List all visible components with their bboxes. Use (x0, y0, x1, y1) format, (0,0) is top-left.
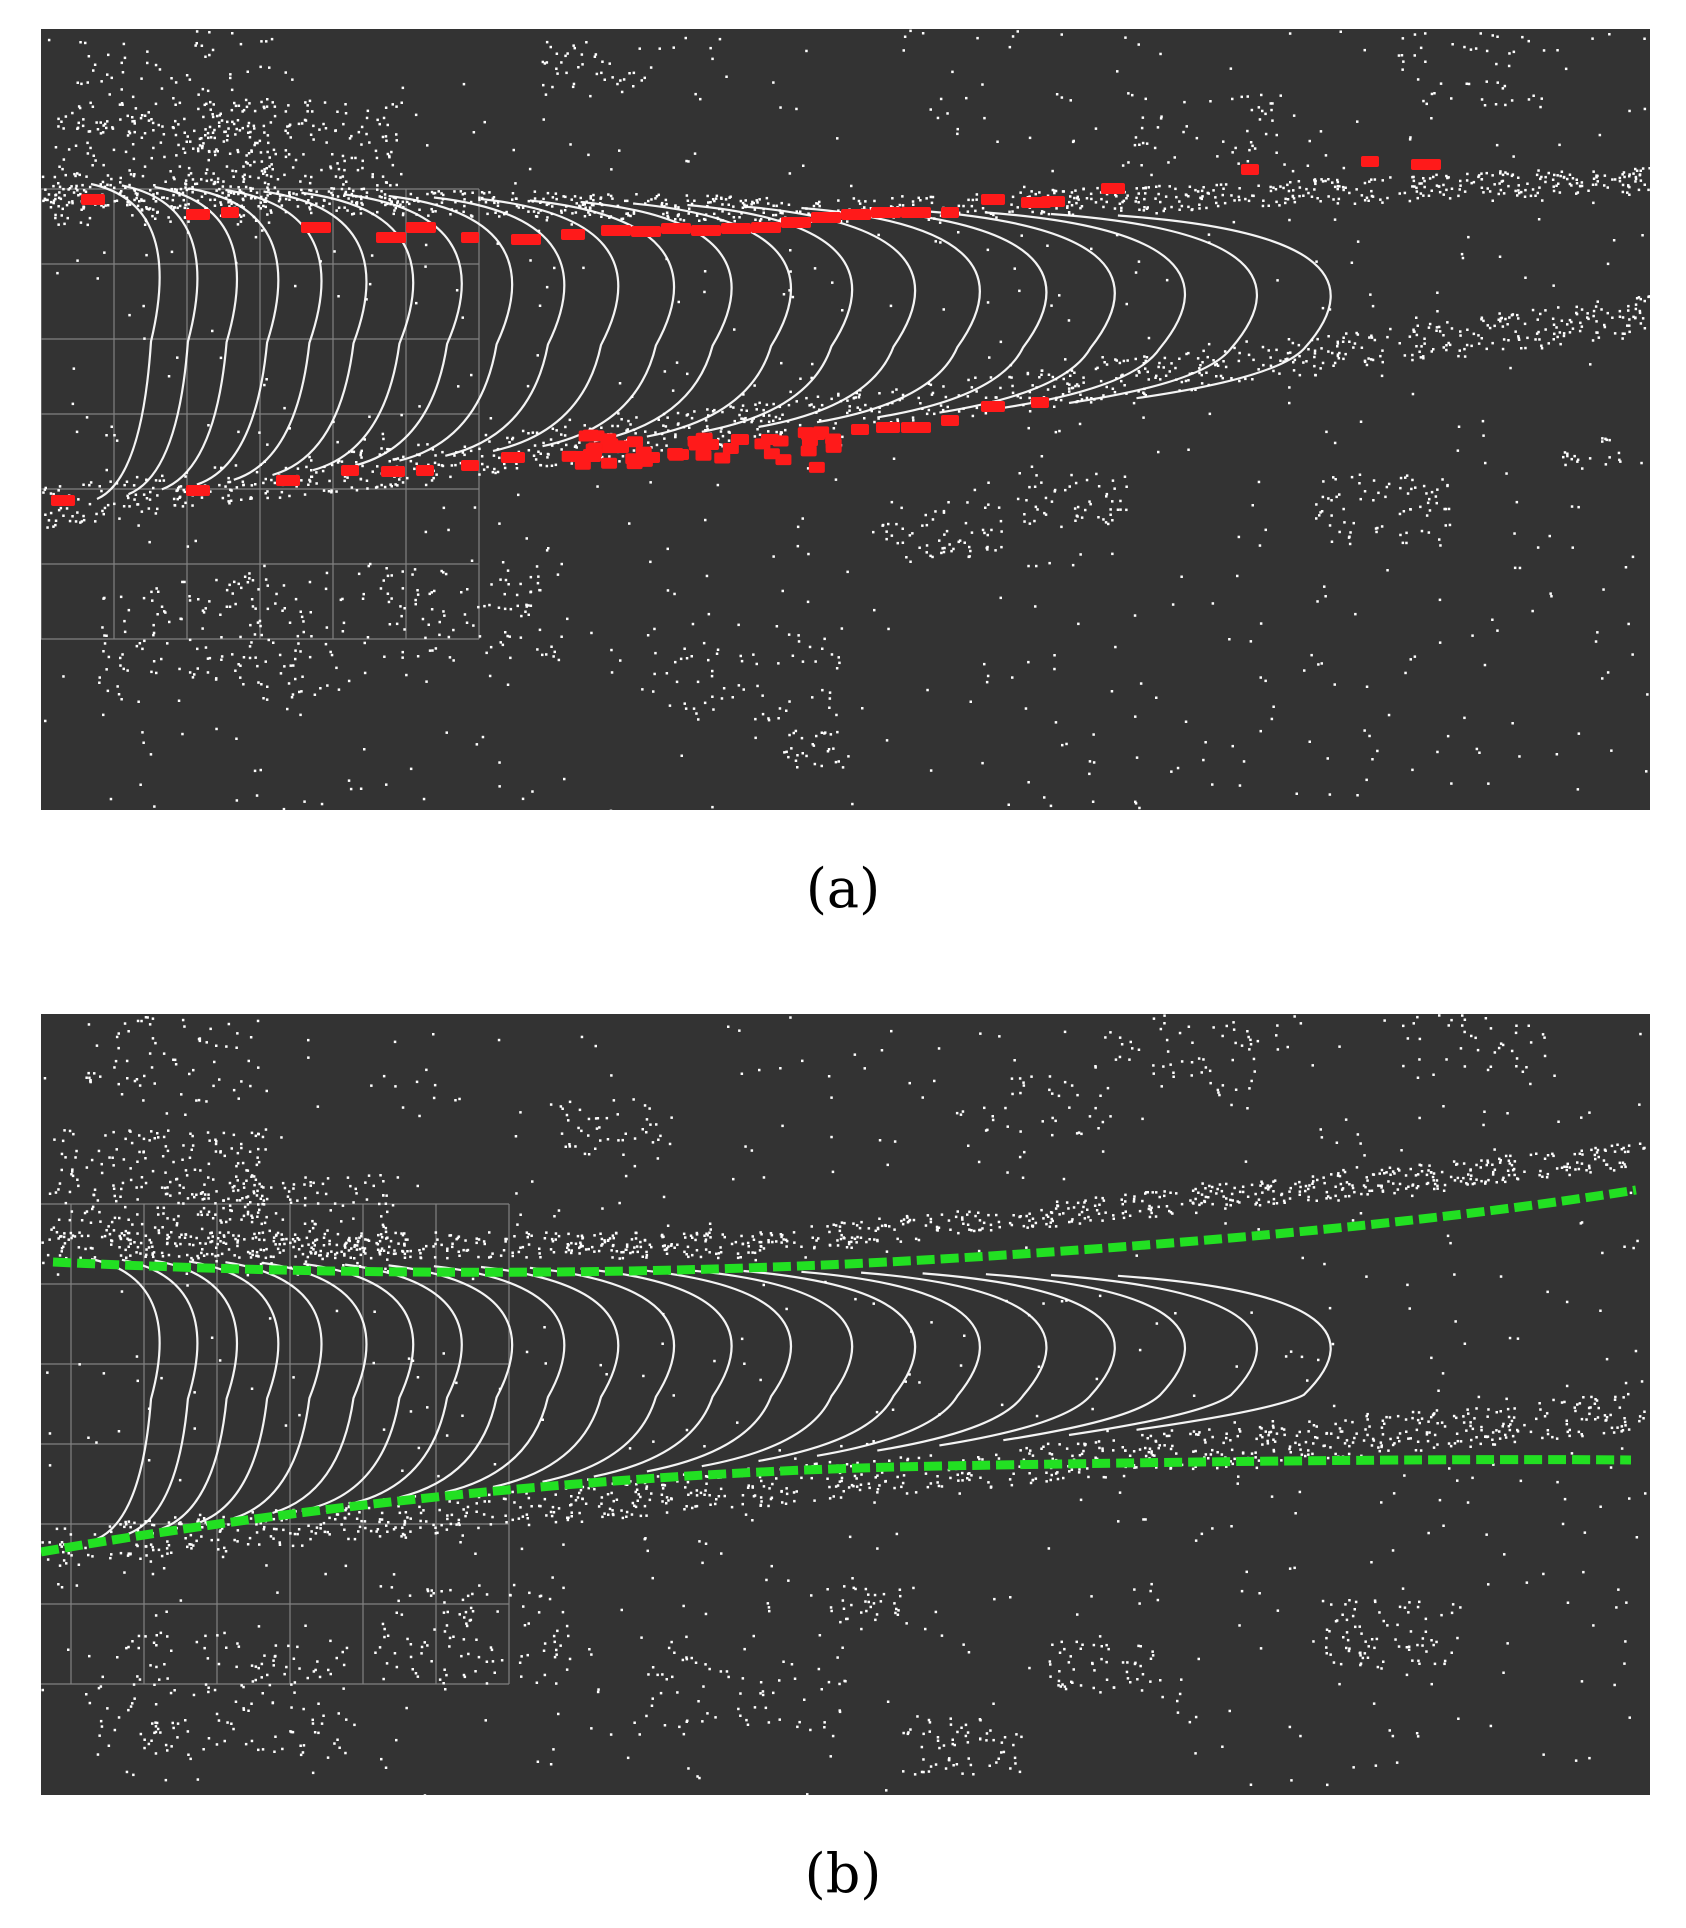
curb-point (851, 424, 869, 435)
curb-point (376, 232, 406, 243)
curb-point (221, 207, 239, 218)
curb-point (687, 435, 704, 447)
curb-point (871, 207, 901, 218)
curb-point (582, 449, 599, 461)
curb-point (751, 222, 781, 233)
curb-point (901, 422, 931, 433)
curb-point (1241, 164, 1259, 175)
left-curb-fit-line (52, 1185, 1637, 1277)
curb-point (754, 438, 771, 450)
fitted-curb-lines (41, 1185, 1637, 1557)
curb-point (381, 466, 405, 477)
curb-point (801, 435, 818, 447)
curb-point (511, 234, 541, 245)
curb-point (416, 465, 434, 476)
curb-point (186, 485, 210, 496)
caption-b: (b) (804, 1842, 882, 1905)
lidar-scan-rings (90, 1257, 1332, 1541)
curb-point (636, 455, 653, 467)
curb-point (301, 222, 331, 233)
curb-point (691, 225, 721, 236)
curb-point (461, 232, 479, 243)
curb-point (601, 457, 618, 469)
right-curb-fit-line (41, 1455, 1632, 1557)
curb-point (561, 229, 585, 240)
curb-point (1041, 196, 1065, 207)
point-cloud-panel-a (41, 29, 1650, 810)
curb-point (901, 207, 931, 218)
curb-point (941, 207, 959, 218)
curb-point (1101, 183, 1125, 194)
curb-point (601, 225, 631, 236)
curb-point (51, 495, 75, 506)
curb-point (876, 422, 900, 433)
curb-point (1031, 397, 1049, 408)
curb-point (406, 222, 436, 233)
curb-point (775, 454, 792, 466)
curb-point (981, 401, 1005, 412)
curb-point (1361, 156, 1379, 167)
curb-point (627, 436, 644, 448)
curb-point (81, 194, 105, 205)
curb-point (631, 226, 661, 237)
curb-point (800, 445, 817, 457)
curb-point (813, 426, 830, 438)
curb-point (695, 449, 712, 461)
curb-point (276, 475, 300, 486)
curb-point (841, 209, 871, 220)
curb-point (186, 209, 210, 220)
caption-a: (a) (805, 857, 881, 920)
curb-point (941, 415, 959, 426)
curb-point (574, 458, 591, 470)
curb-point (582, 429, 599, 441)
curb-point (635, 446, 652, 458)
point-cloud-panel-b (41, 1014, 1650, 1795)
curb-point (722, 442, 739, 454)
curb-point (600, 433, 617, 445)
curb-point (808, 461, 825, 473)
curb-point (781, 217, 811, 228)
curb-point (461, 460, 479, 471)
curb-point (721, 223, 751, 234)
curb-point (981, 194, 1005, 205)
curb-point (602, 442, 619, 454)
curb-point (731, 434, 749, 445)
curb-point (825, 433, 842, 445)
ground-grid (41, 188, 480, 640)
curb-point (661, 223, 691, 234)
curb-point (714, 452, 731, 464)
curb-point (668, 449, 685, 461)
curb-point (341, 465, 359, 476)
curb-point (825, 441, 842, 453)
curb-point (811, 212, 841, 223)
curb-point (1411, 159, 1441, 170)
point-cloud-view-b (41, 1014, 1647, 1795)
point-cloud-points (41, 1014, 1647, 1795)
detected-curb-points (51, 156, 1441, 506)
curb-point (561, 450, 578, 462)
curb-point (501, 452, 525, 463)
point-cloud-view-a (41, 29, 1650, 810)
point-cloud-points (41, 29, 1650, 810)
curb-point (772, 435, 789, 447)
lidar-scan-rings (90, 182, 1332, 501)
